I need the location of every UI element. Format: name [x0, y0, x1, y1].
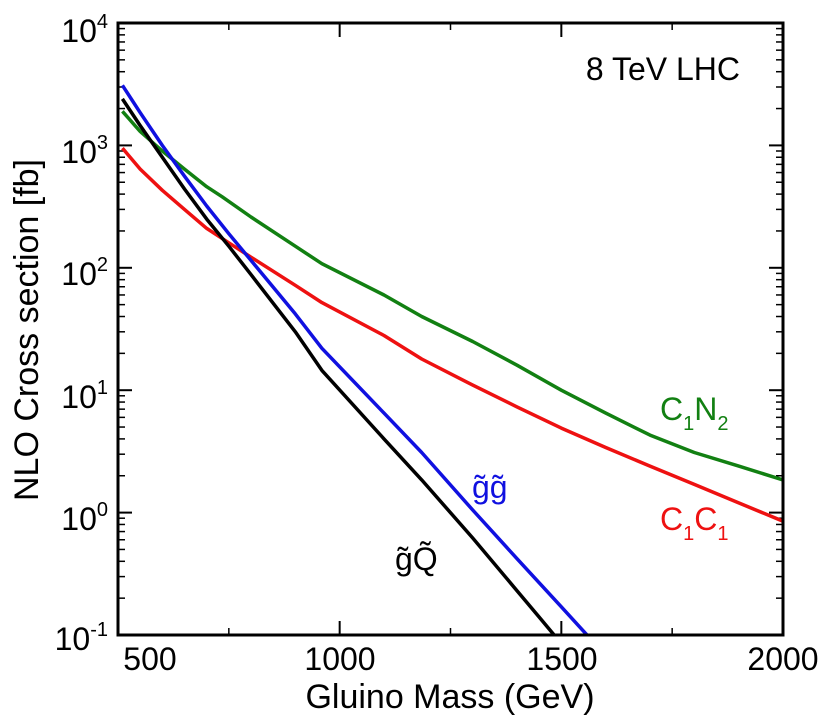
series-label-c1n2: C1N2	[660, 391, 728, 435]
x-tick-label-1500: 1500	[526, 641, 597, 677]
y-tick-label-0: 100	[61, 499, 108, 537]
y-axis-title: NLO Cross section [fb]	[8, 159, 46, 501]
x-tick-label-500: 500	[123, 641, 176, 677]
y-tick-labels: 10-1 100 101 102 103 104	[55, 11, 108, 657]
y-tick-label-3: 103	[61, 132, 108, 170]
y-tick-label-1: 101	[61, 377, 108, 415]
series-label-c1c1: C1C1	[660, 501, 728, 545]
series-line-c1c1	[121, 146, 783, 523]
series-label-gg: g̃g̃	[472, 469, 508, 505]
series-line-c1n2	[121, 110, 783, 482]
x-tick-label-2000: 2000	[747, 641, 818, 677]
series-line-gluino-gluino	[120, 84, 590, 635]
y-tick-label-2: 102	[61, 254, 108, 292]
x-tick-labels: 500 1000 1500 2000	[123, 641, 818, 677]
series-layer	[120, 84, 783, 635]
x-tick-label-1000: 1000	[304, 641, 375, 677]
plot-frame	[116, 21, 785, 637]
chart-title: 8 TeV LHC	[586, 51, 740, 87]
y-tick-label-4: 104	[61, 11, 108, 49]
x-axis-title: Gluino Mass (GeV)	[305, 678, 594, 716]
series-label-gq: g̃Q̃	[395, 541, 438, 577]
series-line-gluino-squark	[120, 97, 557, 635]
y-tick-label-minus1: 10-1	[55, 619, 108, 657]
